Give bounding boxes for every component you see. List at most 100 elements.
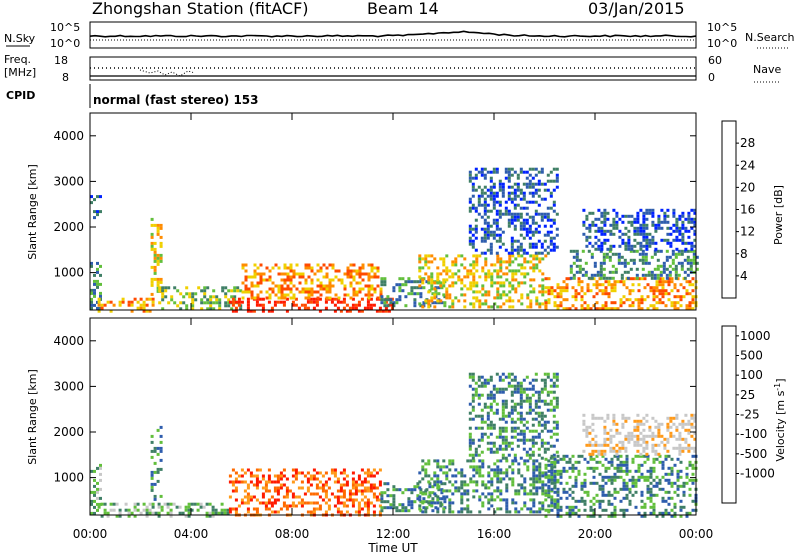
heatmap-cell — [508, 305, 512, 309]
heatmap-cell — [543, 248, 547, 252]
heatmap-cell — [315, 483, 319, 487]
heatmap-cell — [421, 492, 425, 496]
heatmap-cell — [99, 282, 102, 286]
y-tick-label: 1000 — [53, 471, 84, 485]
heatmap-cell — [693, 223, 697, 227]
heatmap-cell — [549, 384, 553, 388]
heatmap-cell — [378, 504, 382, 508]
heatmap-cell — [327, 504, 331, 508]
heatmap-cell — [519, 224, 523, 228]
heatmap-cell — [678, 217, 682, 221]
heatmap-cell — [492, 167, 496, 171]
heatmap-cell — [507, 453, 511, 457]
heatmap-cell — [604, 280, 608, 284]
heatmap-cell — [673, 490, 677, 494]
heatmap-cell — [684, 446, 688, 450]
heatmap-cell — [522, 224, 526, 228]
heatmap-cell — [603, 208, 607, 212]
heatmap-cell — [531, 167, 535, 171]
heatmap-cell — [504, 456, 508, 460]
heatmap-cell — [421, 465, 425, 469]
heatmap-cell — [552, 432, 556, 436]
heatmap-cell — [112, 508, 116, 512]
heatmap-cell — [277, 284, 281, 288]
heatmap-cell — [484, 278, 488, 282]
heatmap-cell — [159, 446, 163, 450]
heatmap-cell — [443, 500, 447, 504]
heatmap-cell — [501, 441, 505, 445]
heatmap-cell — [324, 300, 328, 304]
heatmap-cell — [424, 257, 428, 261]
heatmap-cell — [603, 431, 607, 435]
heatmap-cell — [487, 501, 491, 505]
heatmap-cell — [687, 229, 691, 233]
heatmap-cell — [552, 420, 556, 424]
heatmap-cell — [648, 208, 652, 212]
heatmap-cell — [535, 486, 539, 490]
heatmap-cell — [492, 441, 496, 445]
heatmap-cell — [681, 241, 685, 245]
heatmap-cell — [496, 275, 500, 279]
heatmap-cell — [231, 483, 235, 487]
heatmap-cell — [693, 217, 697, 221]
heatmap-cell — [220, 508, 224, 512]
heatmap-cell — [693, 238, 697, 242]
heatmap-cell — [454, 468, 458, 472]
heatmap-cell — [690, 425, 694, 429]
heatmap-cell — [568, 466, 572, 470]
y-tick-label: 4000 — [53, 129, 84, 143]
heatmap-cell — [460, 510, 464, 514]
heatmap-cell — [398, 295, 402, 299]
heatmap-cell — [327, 477, 331, 481]
heatmap-cell — [534, 173, 538, 177]
heatmap-cell — [655, 457, 659, 461]
heatmap-cell — [510, 242, 514, 246]
heatmap-cell — [148, 511, 152, 515]
heatmap-cell — [624, 449, 628, 453]
heatmap-cell — [613, 496, 617, 500]
heatmap-cell — [486, 227, 490, 231]
heatmap-cell — [271, 290, 275, 294]
heatmap-cell — [681, 223, 685, 227]
heatmap-cell — [608, 255, 612, 259]
heatmap-cell — [556, 283, 560, 287]
heatmap-cell — [550, 478, 554, 482]
heatmap-cell — [342, 501, 346, 505]
heatmap-cell — [495, 224, 499, 228]
heatmap-cell — [611, 252, 615, 256]
colorbar-tick-label: 8 — [740, 247, 748, 261]
heatmap-cell — [498, 417, 502, 421]
heatmap-cell — [679, 460, 683, 464]
nave-tick-top: 60 — [708, 54, 722, 67]
heatmap-cell — [535, 302, 539, 306]
heatmap-cell — [480, 438, 484, 442]
heatmap-cell — [553, 289, 557, 293]
heatmap-cell — [572, 255, 576, 259]
heatmap-cell — [631, 481, 635, 485]
heatmap-cell — [690, 413, 694, 417]
heatmap-cell — [513, 203, 517, 207]
heatmap-cell — [681, 214, 685, 218]
heatmap-cell — [505, 486, 509, 490]
heatmap-cell — [375, 495, 379, 499]
heatmap-cell — [228, 480, 232, 484]
heatmap-cell — [159, 235, 163, 239]
heatmap-cell — [546, 233, 550, 237]
heatmap-cell — [607, 460, 611, 464]
heatmap-cell — [370, 284, 374, 288]
heatmap-cell — [487, 471, 491, 475]
heatmap-cell — [496, 495, 500, 499]
heatmap-cell — [498, 203, 502, 207]
heatmap-cell — [684, 247, 688, 251]
heatmap-cell — [667, 472, 671, 476]
heatmap-cell — [505, 510, 509, 514]
heatmap-cell — [309, 501, 313, 505]
heatmap-cell — [590, 255, 594, 259]
heatmap-cell — [625, 496, 629, 500]
heatmap-cell — [352, 278, 356, 282]
heatmap-cell — [531, 191, 535, 195]
heatmap-cell — [194, 292, 198, 296]
heatmap-cell — [150, 470, 154, 474]
heatmap-cell — [489, 402, 493, 406]
heatmap-cell — [669, 241, 673, 245]
